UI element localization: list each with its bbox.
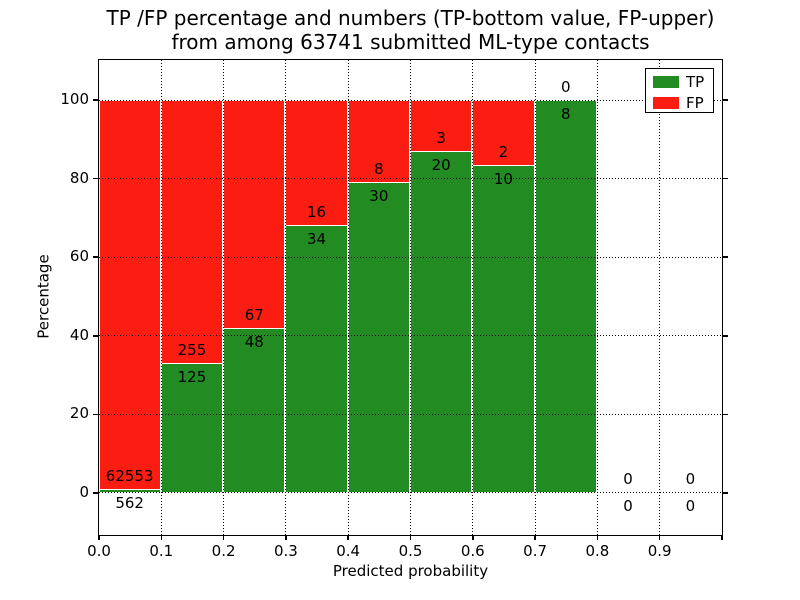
- y-tick-label-60: 60: [69, 247, 89, 266]
- x-tick-mark-0.3: [285, 535, 287, 540]
- gridline-x-0.4: [347, 59, 349, 535]
- y-tick-mark-right-20: [722, 413, 728, 416]
- y-tick-mark-right-40: [722, 335, 728, 337]
- tp-bar-segment-0.4-0.5: [347, 182, 410, 493]
- x-tick-label-0.5: 0.5: [398, 542, 423, 560]
- tp-count-label-0.2-0.3: 48: [244, 333, 264, 352]
- y-tick-label-100: 100: [60, 90, 89, 109]
- gridline-x-0.5: [410, 59, 411, 535]
- y-tick-mark-left-60: [93, 256, 99, 258]
- y-tick-label-20: 20: [69, 404, 89, 423]
- y-tick-mark-left-20: [93, 413, 99, 416]
- tp-count-label-0.8-0.9: 0: [623, 497, 633, 516]
- tp-bar-segment-0.5-0.6: [410, 150, 473, 493]
- gridline-x-0.1: [160, 59, 162, 535]
- tp-count-label-0.3-0.4: 34: [307, 230, 327, 249]
- y-tick-label-80: 80: [69, 168, 89, 187]
- gridline-x-0.3: [285, 59, 287, 535]
- legend-item-tp: TP: [653, 74, 706, 90]
- fp-count-label-0.0-0.1: 62553: [105, 466, 154, 485]
- fp-count-label-0.3-0.4: 16: [307, 203, 327, 222]
- x-tick-label-0.3: 0.3: [273, 542, 298, 560]
- x-tick-mark-1: [721, 535, 723, 540]
- tp-bar-segment-0.0-0.1: [98, 488, 161, 493]
- fp-bar-segment-0.0-0.1: [98, 99, 161, 489]
- gridline-x-0.2: [223, 59, 225, 535]
- y-tick-mark-left-80: [93, 177, 99, 180]
- y-tick-label-40: 40: [69, 325, 89, 344]
- tp-bar-segment-0.2-0.3: [223, 328, 286, 493]
- x-tick-mark-0.9: [658, 535, 661, 540]
- tp-count-label-0.4-0.5: 30: [369, 187, 389, 206]
- x-tick-label-0.9: 0.9: [647, 542, 672, 560]
- chart-title-line1: TP /FP percentage and numbers (TP-bottom…: [106, 6, 715, 30]
- tp-bar-segment-0.7-0.8: [534, 99, 597, 493]
- fp-bar-segment-0.6-0.7: [472, 99, 535, 166]
- x-tick-label-0.4: 0.4: [336, 542, 361, 560]
- legend-swatch-tp: [653, 76, 679, 88]
- x-tick-label-0.2: 0.2: [211, 542, 236, 560]
- x-tick-mark-0.4: [347, 535, 349, 540]
- x-tick-mark-0.8: [596, 535, 599, 540]
- plot-area: 62553 562 255 125 67 48 16 34 8 30 3 20 2 10 0 8 0 0 0 0: [97, 58, 723, 536]
- x-tick-mark-0.6: [472, 535, 474, 540]
- fp-count-label-0.9-1.0: 0: [685, 470, 696, 489]
- x-tick-mark-0.1: [160, 535, 163, 540]
- tp-count-label-0.7-0.8: 8: [560, 104, 571, 123]
- x-tick-label-0.7: 0.7: [523, 542, 548, 560]
- y-tick-mark-right-100: [722, 99, 728, 101]
- chart-title-line2: from among 63741 submitted ML-type conta…: [171, 30, 650, 54]
- legend: TP FP: [645, 68, 714, 113]
- legend-label-fp: FP: [686, 93, 704, 112]
- gridline-x-0.6: [472, 59, 474, 535]
- tp-count-label-0.5-0.6: 20: [431, 155, 451, 174]
- y-tick-mark-left-0: [93, 492, 99, 494]
- tp-count-label-0.1-0.2: 125: [177, 368, 207, 387]
- legend-item-fp: FP: [653, 95, 706, 111]
- legend-label-tp: TP: [686, 72, 705, 91]
- x-tick-mark-0.2: [222, 535, 225, 540]
- fp-bar-segment-0.3-0.4: [285, 99, 348, 226]
- fp-count-label-0.7-0.8: 0: [560, 77, 571, 96]
- x-tick-mark-0.7: [534, 535, 536, 540]
- gridline-x-0.7: [534, 59, 536, 535]
- fp-count-label-0.2-0.3: 67: [244, 306, 264, 325]
- fp-count-label-0.6-0.7: 2: [498, 143, 509, 162]
- y-tick-mark-right-60: [722, 256, 728, 258]
- tp-count-label-0.0-0.1: 562: [115, 493, 144, 512]
- fp-count-label-0.1-0.2: 255: [177, 341, 207, 360]
- tp-bar-segment-0.1-0.2: [160, 363, 224, 493]
- gridline-x-0.9: [659, 59, 661, 535]
- x-axis-label: Predicted probability: [332, 562, 489, 580]
- fp-count-label-0.8-0.9: 0: [623, 470, 633, 489]
- x-tick-mark-0: [98, 535, 100, 540]
- y-tick-label-0: 0: [79, 482, 89, 501]
- x-tick-label-0.8: 0.8: [585, 542, 610, 560]
- y-tick-mark-left-100: [93, 99, 99, 101]
- tp-bar-segment-0.6-0.7: [472, 165, 535, 493]
- gridline-x-0.8: [596, 59, 598, 535]
- legend-swatch-fp: [653, 97, 679, 109]
- tp-count-label-0.6-0.7: 10: [493, 170, 513, 189]
- fp-count-label-0.5-0.6: 3: [436, 128, 446, 147]
- x-tick-label-0.0: 0.0: [87, 542, 111, 560]
- y-tick-mark-right-80: [722, 177, 728, 180]
- x-tick-label-0.1: 0.1: [149, 542, 174, 560]
- y-tick-mark-right-0: [722, 492, 728, 494]
- y-tick-mark-left-40: [93, 335, 99, 337]
- tp-count-label-0.9-1.0: 0: [685, 497, 696, 516]
- y-axis-label: Percentage: [34, 254, 53, 339]
- x-tick-mark-0.5: [409, 535, 412, 540]
- tp-bar-segment-0.3-0.4: [285, 225, 348, 493]
- x-tick-label-0.6: 0.6: [460, 542, 485, 560]
- fp-count-label-0.4-0.5: 8: [374, 160, 384, 179]
